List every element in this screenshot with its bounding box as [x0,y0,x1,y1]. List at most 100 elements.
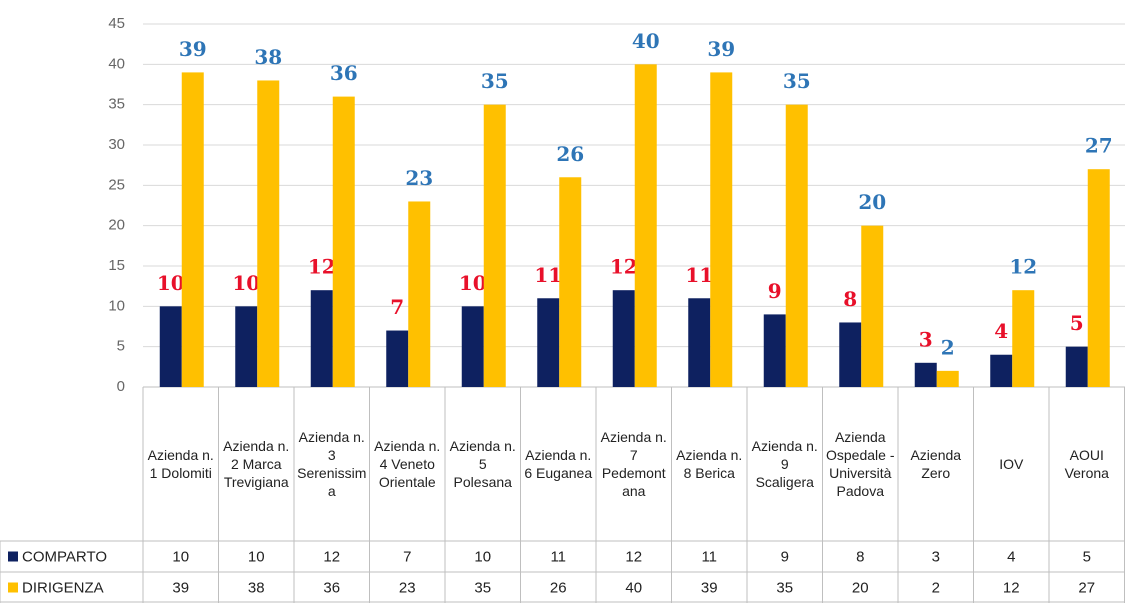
y-tick-label: 45 [108,15,125,32]
bar [310,290,333,387]
table-value: 36 [323,579,340,596]
bar [408,201,431,387]
legend-key [8,551,18,562]
table-value: 9 [781,548,789,565]
legend-label: DIRIGENZA [22,579,104,596]
table-value: 3 [932,548,940,565]
table-value: 8 [856,548,864,565]
data-label: 12 [1009,255,1037,279]
bar [461,306,484,387]
category-label: Azienda n. 1 Dolomiti [147,447,214,481]
table-value: 11 [701,548,717,565]
table-value: 7 [403,548,411,565]
data-label: 10 [459,271,487,295]
y-tick-label: 35 [108,96,125,113]
category-label: Azienda n. 4 Veneto Orientale [374,438,441,490]
y-tick-label: 10 [108,297,125,314]
category-label: Azienda Zero [910,447,962,481]
table-value: 39 [701,579,718,596]
table-value: 11 [550,548,566,565]
data-label: 40 [632,29,660,53]
y-tick-label: 5 [117,338,125,355]
y-tick-label: 0 [117,378,125,395]
table-value: 35 [474,579,491,596]
table-value: 10 [474,548,491,565]
data-label: 35 [481,69,509,93]
data-label: 11 [685,263,713,287]
data-label: 8 [843,287,857,311]
table-value: 39 [172,579,189,596]
data-label: 36 [330,61,358,85]
table-value: 4 [1007,548,1015,565]
bar [1012,290,1035,387]
bar [612,290,635,387]
table-value: 10 [172,548,189,565]
y-tick-label: 15 [108,257,125,274]
data-label: 10 [157,271,185,295]
data-label: 10 [232,271,260,295]
table-value: 2 [932,579,940,596]
bar [235,306,258,387]
data-label: 23 [405,166,433,190]
category-label: AOUI Verona [1064,447,1109,481]
bar [386,330,409,387]
data-label: 9 [768,279,782,303]
bar [332,96,355,387]
bar [688,298,711,387]
bar [483,104,506,388]
bar [914,362,937,387]
y-tick-label: 30 [108,136,125,153]
data-label: 12 [610,255,638,279]
bar [537,298,560,387]
data-label: 20 [858,190,886,214]
data-label: 12 [308,255,336,279]
table-value: 40 [625,579,642,596]
table-value: 12 [625,548,642,565]
data-label: 26 [556,142,584,166]
table-value: 26 [550,579,567,596]
bar [159,306,182,387]
data-label: 3 [919,327,933,351]
y-tick-label: 20 [108,217,125,234]
data-label: 27 [1085,134,1113,158]
table-value: 5 [1083,548,1091,565]
table-value: 38 [248,579,265,596]
table-value: 23 [399,579,416,596]
category-label: IOV [999,456,1024,472]
table-value: 27 [1078,579,1095,596]
data-label: 7 [390,295,404,319]
bar [710,72,733,388]
bar [1087,169,1110,387]
legend-key [8,582,18,593]
table-value: 12 [323,548,340,565]
data-label: 4 [994,319,1008,343]
bar [1065,346,1088,387]
table-value: 10 [248,548,265,565]
bar [181,72,204,388]
bar [634,64,657,387]
bar [990,354,1013,387]
category-label: Azienda Ospedale - Università Padova [826,429,895,499]
bar [785,104,808,388]
category-label: Azienda n. 3 Serenissima [297,429,367,499]
legend-label: COMPARTO [22,548,107,565]
table-value: 35 [776,579,793,596]
category-label: Azienda n. 8 Berica [676,447,743,481]
category-label: Azienda n. 2 Marca Trevigiana [223,438,290,490]
bar [861,225,884,387]
data-label: 11 [534,263,562,287]
data-label: 38 [254,45,282,69]
data-label: 2 [941,335,955,359]
y-tick-label: 40 [108,55,125,72]
data-label: 39 [179,37,207,61]
table-value: 12 [1003,579,1020,596]
bar [257,80,280,387]
category-label: Azienda n. 7 Pedemontana [600,429,667,499]
bar [559,177,582,387]
category-label: Azienda n. 9 Scaligera [751,438,818,490]
bar [936,370,959,387]
data-label: 39 [707,37,735,61]
bar [839,322,862,387]
